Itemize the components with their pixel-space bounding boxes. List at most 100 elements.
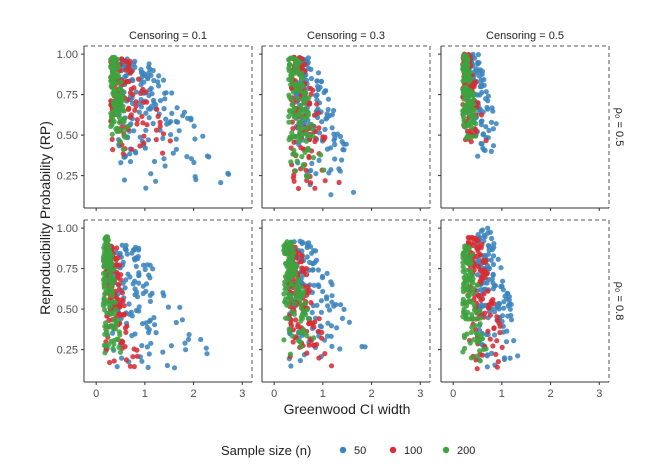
data-point xyxy=(493,351,499,357)
data-point xyxy=(134,353,140,359)
data-point xyxy=(308,180,314,186)
data-point xyxy=(467,268,473,274)
data-point xyxy=(292,263,298,269)
data-point xyxy=(284,251,290,257)
data-point xyxy=(325,96,331,102)
data-point xyxy=(495,256,501,262)
data-point xyxy=(294,279,300,285)
data-point xyxy=(288,363,294,369)
data-point xyxy=(493,121,499,127)
data-point xyxy=(314,92,320,98)
data-point xyxy=(144,122,150,128)
data-point xyxy=(290,126,296,132)
data-point xyxy=(147,262,153,268)
data-point xyxy=(480,259,487,265)
data-point xyxy=(290,327,296,333)
panel-border xyxy=(84,219,253,382)
data-point xyxy=(108,284,114,291)
data-point xyxy=(494,304,500,310)
data-point xyxy=(328,279,334,285)
data-point xyxy=(470,93,476,99)
data-point xyxy=(115,73,121,79)
data-point xyxy=(204,153,210,159)
data-point xyxy=(108,74,114,80)
data-point xyxy=(462,124,468,130)
data-point xyxy=(489,350,495,356)
data-point xyxy=(108,264,114,270)
data-point xyxy=(114,80,120,86)
data-point xyxy=(481,77,487,83)
x-tick-label: 1 xyxy=(142,388,148,400)
data-point xyxy=(332,141,338,148)
data-point xyxy=(463,256,469,262)
data-point xyxy=(315,110,322,116)
data-point xyxy=(315,86,321,93)
data-point xyxy=(285,268,291,275)
data-point xyxy=(138,82,144,88)
facet-panels: Censoring = 0.1 Censoring = 0.3 Censoring … xyxy=(57,30,625,400)
data-point xyxy=(507,355,513,361)
data-point xyxy=(337,133,344,140)
facet-panel: 0 1 2 3 xyxy=(259,219,431,400)
data-point xyxy=(319,329,325,336)
data-point xyxy=(118,56,125,62)
data-point xyxy=(350,189,357,195)
data-point xyxy=(469,324,475,330)
data-point xyxy=(298,103,304,109)
data-point xyxy=(101,296,107,303)
facet-panel: 0.25 0.50 0.75 1.00 0 1 2 3 xyxy=(57,219,253,400)
data-point xyxy=(173,136,179,142)
data-point xyxy=(461,114,467,120)
data-point xyxy=(120,311,126,318)
data-point xyxy=(466,292,472,298)
data-point xyxy=(115,100,122,106)
data-point xyxy=(116,127,122,133)
data-point xyxy=(143,320,149,326)
data-point xyxy=(300,96,307,102)
data-point xyxy=(289,256,295,262)
data-point xyxy=(464,244,470,250)
data-point xyxy=(490,126,496,132)
data-point xyxy=(302,300,308,306)
data-point xyxy=(481,291,487,297)
data-point xyxy=(499,344,505,350)
data-point xyxy=(167,118,174,125)
data-point xyxy=(287,351,293,357)
y-tick-label: 0.25 xyxy=(57,171,78,183)
legend: Sample size (n) 50 100 200 xyxy=(221,443,475,458)
data-point xyxy=(123,357,129,363)
data-point xyxy=(123,242,129,249)
y-tick-label: 0.25 xyxy=(57,345,78,357)
data-point xyxy=(321,167,327,173)
data-point xyxy=(131,256,137,262)
data-point xyxy=(468,261,474,267)
data-point xyxy=(475,246,481,252)
panel-border xyxy=(262,219,431,382)
data-point xyxy=(109,309,115,315)
data-point xyxy=(291,311,297,317)
data-point xyxy=(161,156,167,162)
data-point xyxy=(282,286,288,292)
data-point xyxy=(475,153,481,159)
data-point xyxy=(472,55,478,61)
data-point xyxy=(141,140,147,146)
data-point xyxy=(475,237,481,244)
data-point xyxy=(285,301,292,307)
data-point xyxy=(163,116,169,122)
data-point xyxy=(480,303,486,309)
data-point xyxy=(319,273,326,279)
data-point xyxy=(110,290,116,296)
data-point xyxy=(331,131,337,137)
facet-panel xyxy=(438,45,610,211)
data-point xyxy=(318,152,324,158)
data-point xyxy=(477,84,483,90)
data-point xyxy=(157,98,163,104)
data-point xyxy=(134,117,140,123)
data-point xyxy=(329,125,335,131)
data-point xyxy=(312,138,318,145)
data-point xyxy=(125,123,131,129)
data-point xyxy=(103,289,109,295)
data-point xyxy=(295,96,301,102)
data-point xyxy=(292,168,299,174)
data-point xyxy=(479,141,485,147)
